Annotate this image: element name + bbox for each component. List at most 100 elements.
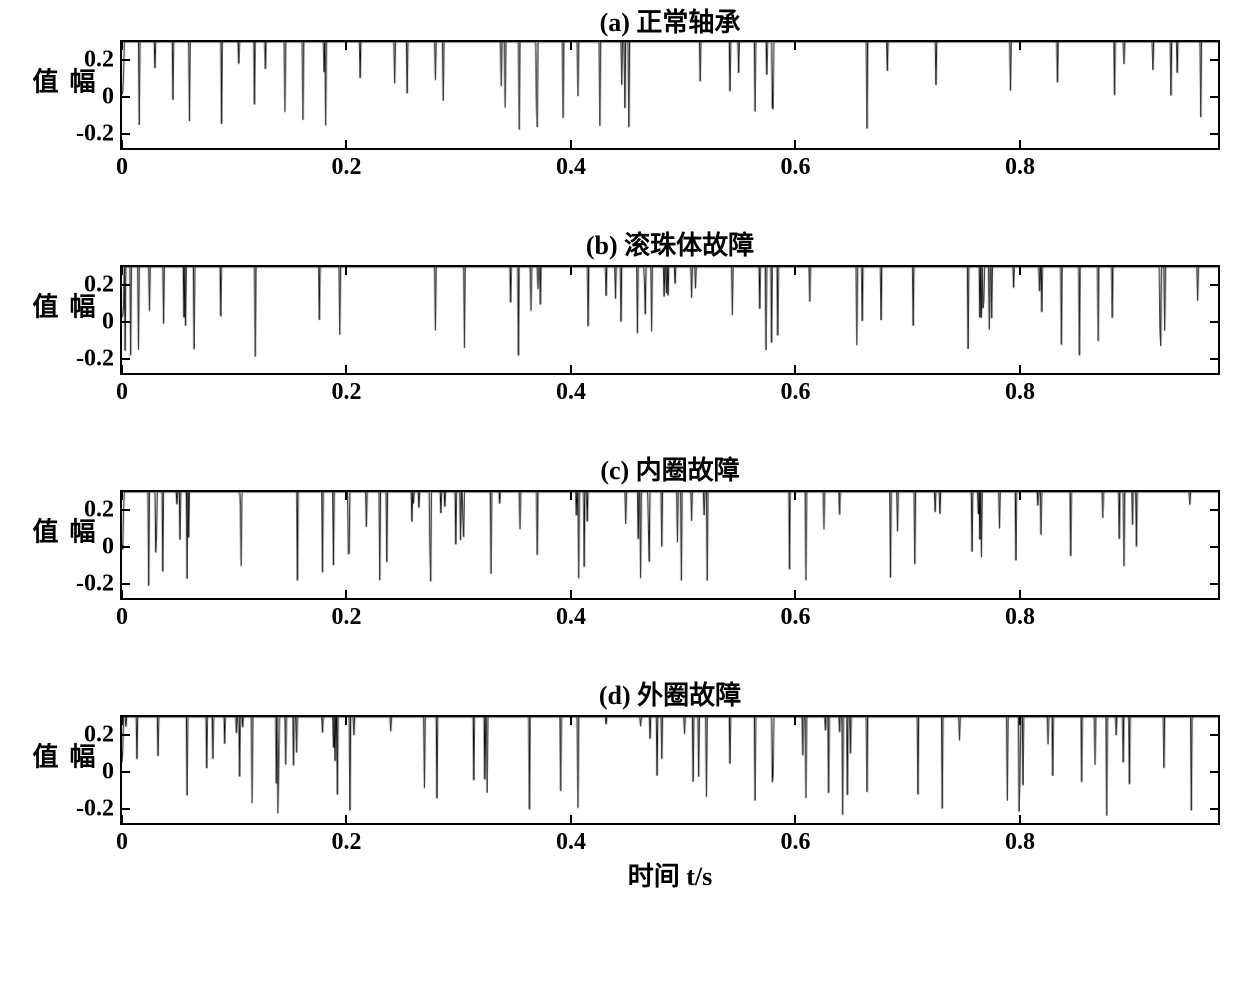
xtick-mark-top (794, 267, 796, 275)
ytick-mark-right (1210, 96, 1218, 98)
ytick-label: -0.2 (76, 345, 114, 372)
subplot-d: (d) 外圈故障 幅值 -0.200.200.20.40.60.8 时间 t/s (120, 715, 1220, 825)
subplot-d-title: (d) 外圈故障 (120, 675, 1220, 712)
subplot-a-ylabel: 幅值 (25, 68, 99, 123)
ytick-label: 0 (102, 759, 114, 786)
xtick-mark (345, 365, 347, 373)
ytick-label: 0 (102, 534, 114, 561)
xtick-label: 0 (116, 829, 128, 856)
xtick-mark (345, 140, 347, 148)
subplot-c-title: (c) 内圈故障 (120, 450, 1220, 487)
xtick-label: 0.2 (331, 379, 361, 406)
xtick-label: 0.8 (1005, 829, 1035, 856)
xtick-mark-top (121, 492, 123, 500)
xtick-label: 0.2 (331, 829, 361, 856)
xtick-mark-top (1019, 492, 1021, 500)
ytick-mark-right (1210, 734, 1218, 736)
subplot-a-title: (a) 正常轴承 (120, 2, 1220, 39)
xtick-mark (570, 590, 572, 598)
xtick-mark (121, 140, 123, 148)
xtick-mark (794, 815, 796, 823)
xtick-mark (570, 365, 572, 373)
xtick-mark (121, 590, 123, 598)
xtick-label: 0.2 (331, 604, 361, 631)
xtick-mark (121, 815, 123, 823)
subplot-b-ylabel: 幅值 (25, 293, 99, 348)
xtick-mark-top (121, 42, 123, 50)
subplot-c-canvas (122, 492, 1218, 598)
xtick-mark-top (345, 267, 347, 275)
xtick-label: 0.8 (1005, 604, 1035, 631)
xtick-label: 0.6 (780, 379, 810, 406)
xtick-mark (1019, 590, 1021, 598)
ytick-mark (122, 358, 130, 360)
ytick-label: -0.2 (76, 570, 114, 597)
xtick-label: 0.6 (780, 154, 810, 181)
xtick-mark (794, 365, 796, 373)
ytick-mark-right (1210, 546, 1218, 548)
subplot-d-canvas (122, 717, 1218, 823)
ytick-label: -0.2 (76, 120, 114, 147)
ytick-mark (122, 133, 130, 135)
ytick-mark (122, 546, 130, 548)
xtick-mark-top (570, 267, 572, 275)
ytick-mark (122, 583, 130, 585)
xtick-mark-top (794, 717, 796, 725)
xtick-mark-top (121, 267, 123, 275)
ytick-label: -0.2 (76, 795, 114, 822)
subplot-d-plotbox: -0.200.200.20.40.60.8 (120, 715, 1220, 825)
xtick-mark-top (570, 717, 572, 725)
xlabel: 时间 t/s (120, 856, 1220, 893)
ytick-mark (122, 321, 130, 323)
ytick-mark (122, 284, 130, 286)
subplot-a-plotbox: -0.200.200.20.40.60.8 (120, 40, 1220, 150)
ytick-label: 0.2 (84, 272, 114, 299)
ytick-mark (122, 734, 130, 736)
xtick-label: 0.2 (331, 154, 361, 181)
xtick-label: 0.4 (556, 604, 586, 631)
ytick-mark (122, 771, 130, 773)
xtick-mark (570, 140, 572, 148)
xtick-mark (345, 590, 347, 598)
xtick-mark (794, 140, 796, 148)
ytick-mark (122, 59, 130, 61)
ytick-label: 0.2 (84, 722, 114, 749)
ytick-label: 0 (102, 309, 114, 336)
xtick-label: 0.6 (780, 604, 810, 631)
subplot-c-plotbox: -0.200.200.20.40.60.8 (120, 490, 1220, 600)
xtick-label: 0.8 (1005, 379, 1035, 406)
ytick-mark (122, 96, 130, 98)
xtick-mark-top (794, 42, 796, 50)
xtick-mark (570, 815, 572, 823)
xtick-mark-top (1019, 267, 1021, 275)
xtick-label: 0.6 (780, 829, 810, 856)
xtick-mark (1019, 140, 1021, 148)
xtick-mark (121, 365, 123, 373)
ytick-mark-right (1210, 358, 1218, 360)
xtick-mark-top (570, 42, 572, 50)
ytick-label: 0 (102, 84, 114, 111)
xtick-label: 0.4 (556, 379, 586, 406)
ytick-mark-right (1210, 771, 1218, 773)
subplot-d-ylabel: 幅值 (25, 743, 99, 798)
xtick-mark-top (345, 42, 347, 50)
ytick-mark (122, 509, 130, 511)
ytick-label: 0.2 (84, 47, 114, 74)
ytick-mark-right (1210, 133, 1218, 135)
xtick-label: 0 (116, 154, 128, 181)
subplot-c: (c) 内圈故障 幅值 -0.200.200.20.40.60.8 (120, 490, 1220, 600)
xtick-label: 0.4 (556, 829, 586, 856)
ytick-mark-right (1210, 509, 1218, 511)
xtick-label: 0 (116, 604, 128, 631)
subplot-a-canvas (122, 42, 1218, 148)
xtick-mark-top (570, 492, 572, 500)
subplot-b-title: (b) 滚珠体故障 (120, 225, 1220, 262)
xtick-label: 0.4 (556, 154, 586, 181)
subplot-b-plotbox: -0.200.200.20.40.60.8 (120, 265, 1220, 375)
xtick-mark (345, 815, 347, 823)
xtick-label: 0.8 (1005, 154, 1035, 181)
xtick-mark-top (794, 492, 796, 500)
xtick-mark (1019, 815, 1021, 823)
subplot-b-canvas (122, 267, 1218, 373)
xtick-mark-top (121, 717, 123, 725)
